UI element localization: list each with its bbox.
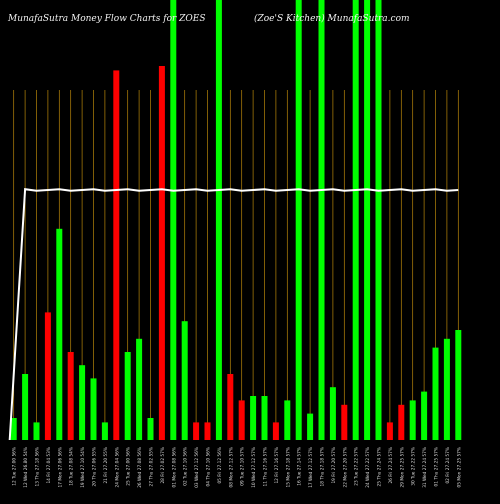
- trend-line: [8, 188, 459, 441]
- bar-series: [10, 0, 462, 441]
- x-tick-label: 10 Wed 27.12 57%: [251, 447, 257, 488]
- bar: [329, 387, 336, 440]
- x-tick-label: 03 Wed 27.12 56%: [194, 447, 200, 488]
- x-tick-label: 08 Mon 27.12 57%: [228, 447, 234, 487]
- x-tick-label: 15 Mon 27.18 57%: [285, 447, 291, 487]
- x-tick-label: 24 Mon 27.04 56%: [114, 447, 120, 487]
- x-tick-label: 12 Wed 26.80 54%: [23, 447, 29, 488]
- x-tick-label: 04 Thu 27.10 56%: [206, 447, 212, 487]
- bar: [204, 422, 211, 440]
- x-tick-label: 17 Wed 27.12 57%: [308, 447, 314, 488]
- x-tick-label: 11 Thu 27.16 57%: [263, 447, 269, 487]
- bar: [158, 66, 165, 440]
- bar: [443, 338, 450, 440]
- bar: [398, 404, 405, 440]
- x-tick-label: 17 Mon 27.06 56%: [57, 447, 63, 487]
- bar: [261, 396, 268, 440]
- chart-title: MunafaSutra Money Flow Charts for ZOES: [8, 14, 206, 24]
- bar: [33, 422, 40, 440]
- bar: [170, 0, 177, 440]
- bar: [44, 312, 51, 440]
- x-tick-label: 25 Tue 27.00 56%: [126, 447, 132, 486]
- x-tick-label: 26 Fri 27.24 57%: [388, 447, 394, 484]
- bar: [136, 338, 143, 440]
- x-tick-label: 16 Tue 27.14 57%: [297, 447, 303, 486]
- x-tick-label: 18 Thu 27.18 57%: [320, 447, 326, 487]
- x-tick-label: 02 Tue 27.10 56%: [183, 447, 189, 486]
- x-tick-label: 05 Fri 27.12 56%: [217, 447, 223, 484]
- bar: [250, 396, 257, 440]
- bar: [22, 374, 29, 440]
- bar: [375, 0, 382, 440]
- x-tick-labels: 12 Tue 27.00 56% 12 Wed 26.80 54% 13 Thu 2…: [12, 447, 463, 488]
- x-tick-label: 31 Wed 27.24 57%: [422, 447, 428, 488]
- chart-subtitle: (Zoe'S Kitchen) MunafaSutra.com: [254, 14, 410, 24]
- x-tick-label: 14 Fri 27.04 53%: [46, 447, 52, 484]
- bar: [113, 70, 120, 441]
- bar: [67, 352, 74, 440]
- x-tick-label: 19 Fri 27.20 57%: [331, 447, 337, 484]
- bar: [272, 422, 279, 440]
- x-tick-label: 05 Mon 27.25 57%: [456, 447, 462, 487]
- x-tick-label: 02 Fri 27.24 57%: [445, 447, 451, 484]
- bar: [409, 400, 416, 440]
- x-tick-label: 27 Thu 27.02 55%: [149, 447, 155, 487]
- bar: [432, 347, 439, 440]
- x-tick-label: 24 Wed 27.22 57%: [365, 447, 371, 488]
- x-tick-label: 22 Mon 27.20 57%: [342, 447, 348, 487]
- bar: [352, 0, 359, 440]
- bar: [307, 413, 314, 440]
- x-tick-label: 12 Tue 27.00 56%: [12, 447, 18, 486]
- x-tick-label: 28 Fri 27.02 57%: [160, 447, 166, 484]
- bar: [238, 400, 245, 440]
- bar: [227, 374, 234, 440]
- bar: [181, 321, 188, 440]
- bar: [386, 422, 393, 440]
- bar: [455, 330, 462, 440]
- line-series: [8, 188, 459, 441]
- bar: [79, 365, 86, 440]
- bar: [364, 0, 371, 440]
- x-tick-label: 19 Wed 27.10 54%: [80, 447, 86, 488]
- bar: [215, 0, 222, 440]
- x-tick-label: 01 Thu 27.25 57%: [434, 447, 440, 487]
- bar: [284, 400, 291, 440]
- x-tick-label: 25 Thu 27.24 57%: [377, 447, 383, 487]
- bar: [56, 228, 63, 440]
- x-tick-label: 01 Mon 27.08 56%: [171, 447, 177, 487]
- x-tick-label: 12 Fri 27.16 57%: [274, 447, 280, 484]
- bar: [101, 422, 108, 440]
- x-tick-label: 13 Thu 27.18 56%: [35, 447, 41, 487]
- bar: [193, 422, 200, 440]
- bar: [90, 378, 97, 440]
- x-tick-label: 23 Tue 27.22 57%: [354, 447, 360, 486]
- x-tick-label: 18 Tue 27.08 54%: [69, 447, 75, 486]
- bar: [147, 418, 154, 440]
- bar: [10, 418, 17, 440]
- bar: [295, 0, 302, 440]
- x-tick-label: 30 Tue 27.22 57%: [411, 447, 417, 486]
- x-tick-label: 29 Mon 27.25 57%: [399, 447, 405, 487]
- bar: [318, 0, 325, 440]
- bar: [341, 404, 348, 440]
- bar: [124, 352, 131, 440]
- x-tick-label: 20 Thu 27.06 55%: [92, 447, 98, 487]
- x-tick-label: 09 Tue 27.10 57%: [240, 447, 246, 486]
- bar: [421, 391, 428, 440]
- x-tick-label: 26 Wed 27.08 56%: [137, 447, 143, 488]
- x-tick-label: 21 Fri 27.20 55%: [103, 447, 109, 484]
